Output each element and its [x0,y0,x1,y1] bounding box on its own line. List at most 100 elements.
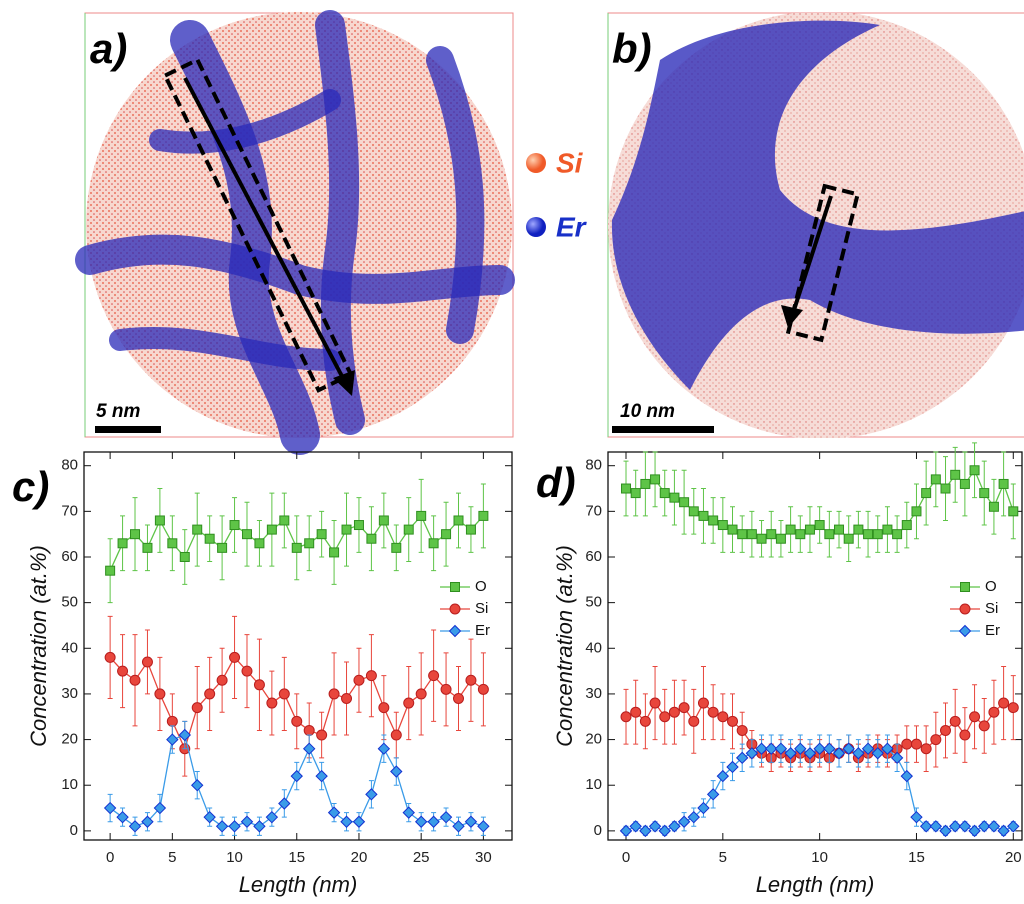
marker [726,760,739,774]
marker [987,820,1001,833]
marker [901,520,912,531]
marker [940,724,952,736]
marker [659,488,670,499]
marker [697,697,709,709]
marker [452,820,465,833]
scale-bar-label: 10 nm [620,401,675,422]
marker [677,815,691,828]
series [105,478,489,604]
marker [649,697,661,709]
y-tick-label: 10 [61,776,78,793]
marker [755,742,768,755]
marker [679,497,690,508]
marker [327,806,341,819]
marker [228,820,241,833]
marker [794,742,807,755]
marker [216,674,228,686]
marker [341,692,353,704]
marker [930,734,942,746]
y-tick-label: 20 [585,731,602,748]
marker [104,651,116,663]
marker [910,738,922,750]
marker [803,747,817,760]
y-tick-label: 10 [585,776,602,793]
marker [204,688,216,700]
marker [403,697,415,709]
marker [823,742,836,755]
marker [191,702,203,714]
scale-bar-label: 5 nm [96,401,140,422]
legend-label: O [985,578,997,595]
marker [279,515,290,526]
marker [737,529,748,540]
marker [735,751,749,765]
marker [254,538,265,549]
marker [1007,702,1019,714]
marker [103,801,117,815]
marker [340,815,353,828]
marker [290,769,303,783]
marker [824,529,835,540]
marker [229,520,240,531]
marker [229,651,241,663]
marker [948,820,962,833]
marker [465,674,477,686]
marker [450,582,460,592]
marker [861,742,875,755]
marker [669,492,680,503]
marker [390,729,402,741]
marker [353,520,364,531]
marker [427,815,440,828]
marker [795,529,806,540]
marker [416,510,427,521]
marker [217,542,228,553]
y-tick-label: 70 [61,502,78,519]
panel-label: d) [536,459,576,506]
marker [668,706,680,718]
legend-label: Er [985,622,1000,639]
marker [949,715,961,727]
marker [453,515,464,526]
marker [834,524,845,535]
marker [414,815,428,828]
series [104,615,489,777]
marker [842,742,855,755]
y-tick-label: 0 [594,822,602,839]
marker [900,769,913,783]
marker [153,801,167,815]
marker [316,729,328,741]
marker [391,542,402,553]
x-tick-label: 5 [719,849,727,866]
marker [688,506,699,517]
marker [253,679,265,691]
marker [920,743,932,755]
marker [727,524,738,535]
marker [988,501,999,512]
marker [872,529,883,540]
series [103,720,490,836]
marker [265,810,279,824]
y-tick-label: 40 [61,639,78,656]
marker [746,529,757,540]
marker [478,510,489,521]
legend-label: Er [556,211,588,242]
x-tick-label: 15 [288,849,305,866]
marker [365,788,378,801]
marker [266,697,278,709]
marker [717,711,729,723]
marker [390,765,403,778]
series [621,442,1019,563]
marker [266,524,277,535]
marker [166,733,179,746]
y-axis-label: Concentration (at.%) [26,545,51,747]
marker [178,728,191,742]
marker [668,820,681,833]
marker [736,724,748,736]
marker [204,533,215,544]
marker [464,815,478,828]
marker [403,524,414,535]
marker [329,547,340,558]
y-tick-label: 80 [61,457,78,474]
marker [765,742,778,755]
